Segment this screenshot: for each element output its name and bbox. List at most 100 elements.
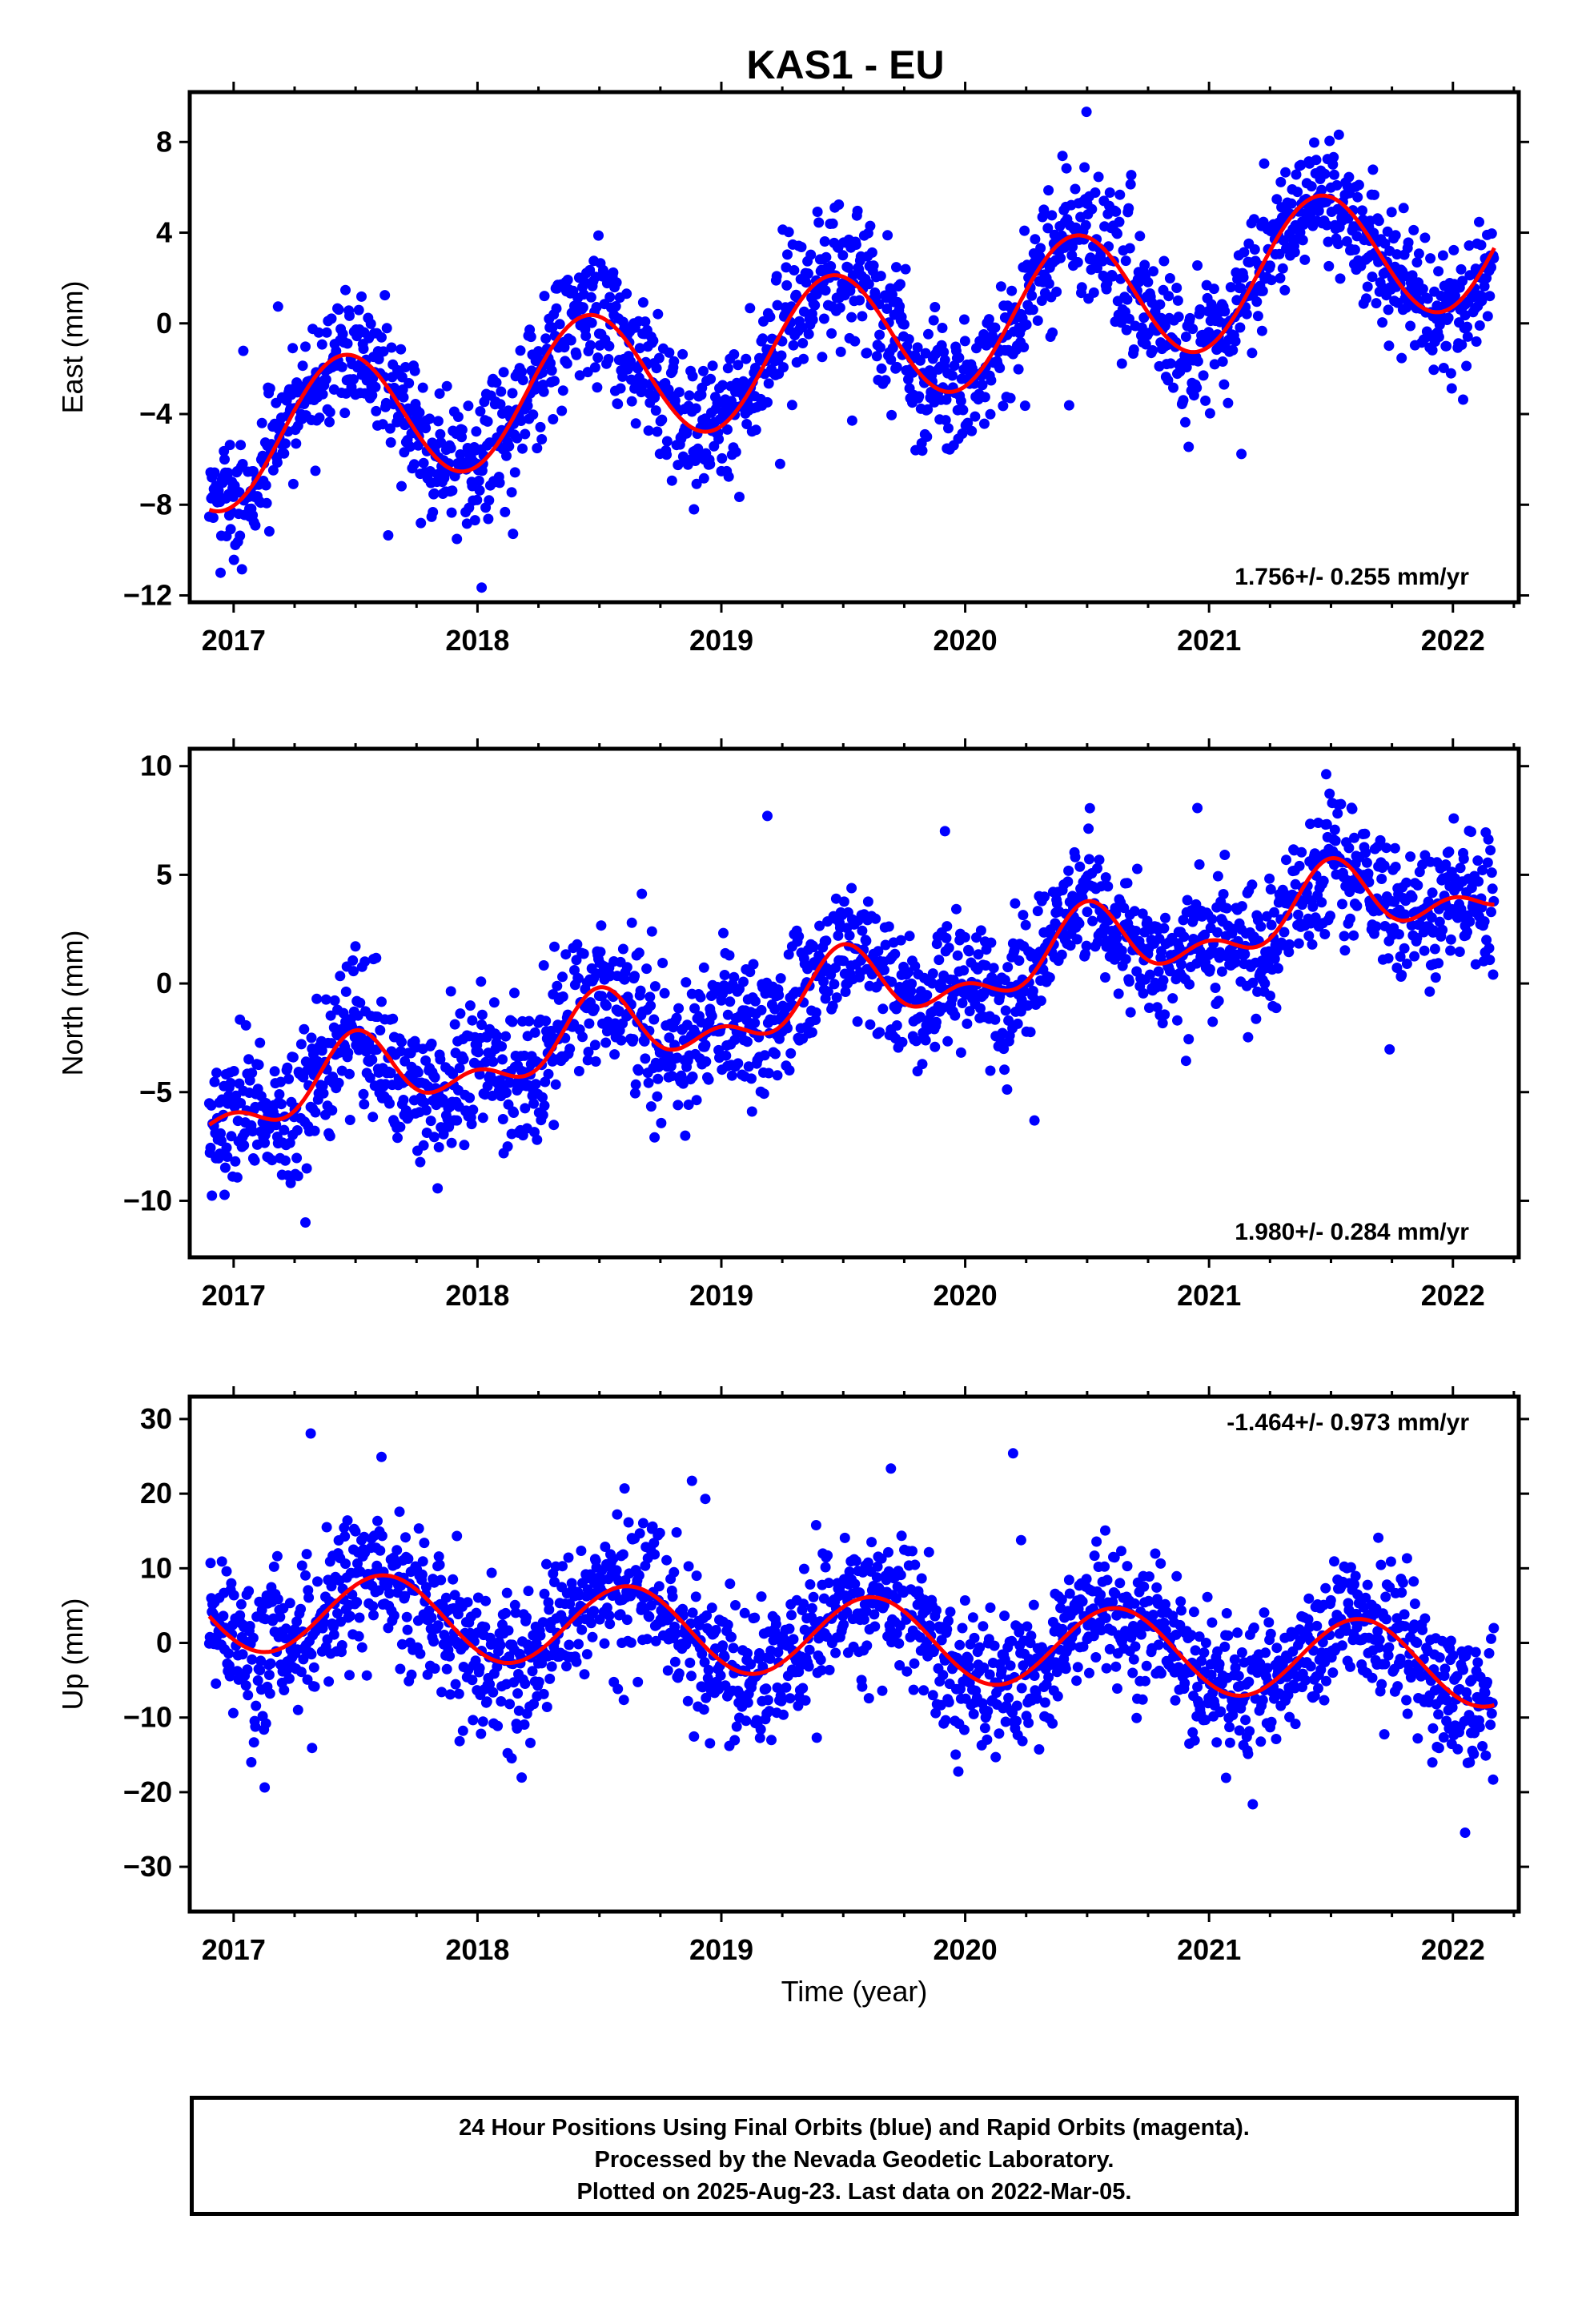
data-point	[1283, 947, 1295, 958]
data-point	[1279, 927, 1290, 938]
data-point	[868, 260, 879, 271]
data-point	[1343, 171, 1355, 183]
data-point	[367, 1112, 379, 1123]
data-point	[988, 963, 999, 974]
data-point	[852, 205, 863, 216]
data-point	[381, 323, 392, 334]
x-tick-label: 2020	[934, 624, 998, 657]
data-point	[536, 1658, 548, 1669]
data-point	[247, 1126, 259, 1137]
data-point	[385, 437, 396, 448]
data-point	[350, 941, 361, 952]
data-point	[720, 1680, 731, 1691]
data-point	[717, 452, 728, 464]
data-point	[1417, 859, 1428, 870]
data-point	[765, 1653, 776, 1664]
data-point	[398, 392, 409, 403]
data-point	[733, 360, 744, 371]
data-point	[821, 251, 832, 263]
data-point	[1219, 379, 1230, 390]
data-point	[671, 1012, 682, 1023]
data-point	[802, 268, 813, 279]
data-point	[474, 1663, 485, 1674]
data-point	[909, 1559, 921, 1570]
data-point	[579, 276, 590, 287]
data-point	[296, 1560, 307, 1571]
data-point	[504, 440, 515, 452]
data-point	[1323, 236, 1334, 247]
data-point	[486, 1567, 497, 1578]
data-point	[379, 290, 391, 301]
data-point	[970, 411, 981, 422]
data-point	[1357, 205, 1367, 216]
data-point	[1269, 907, 1279, 918]
data-point	[943, 423, 954, 434]
data-point	[395, 1121, 406, 1132]
data-point	[656, 1117, 667, 1128]
data-point	[1373, 215, 1384, 227]
data-point	[630, 1079, 641, 1090]
data-point	[739, 1607, 750, 1618]
data-point	[617, 1549, 628, 1560]
data-point	[621, 288, 632, 300]
data-point	[782, 249, 793, 260]
data-point	[1399, 909, 1411, 920]
data-point	[525, 332, 536, 343]
data-point	[1046, 210, 1058, 221]
data-point	[301, 1549, 312, 1560]
data-point	[517, 443, 528, 454]
data-point	[291, 1152, 303, 1164]
data-point	[538, 1688, 549, 1699]
data-point	[1316, 184, 1327, 195]
data-point	[651, 363, 662, 374]
y-tick-label: −5	[139, 1076, 172, 1108]
data-point	[1056, 949, 1067, 960]
data-point	[1218, 889, 1229, 899]
data-point	[811, 1732, 822, 1743]
data-point	[1080, 948, 1090, 959]
data-point	[810, 1007, 821, 1018]
data-point	[831, 992, 842, 1003]
data-point	[1042, 223, 1054, 234]
data-point	[1204, 963, 1215, 975]
data-point	[1349, 832, 1359, 843]
data-point	[983, 314, 994, 325]
data-point	[367, 1601, 379, 1612]
data-point	[255, 1655, 267, 1667]
data-point	[1026, 290, 1038, 301]
data-point	[738, 976, 749, 987]
data-point	[625, 356, 636, 367]
data-point	[503, 1625, 514, 1636]
data-point	[772, 1682, 783, 1693]
data-point	[916, 1573, 927, 1584]
data-point	[806, 1027, 817, 1038]
data-point	[669, 1656, 681, 1667]
data-point	[1333, 239, 1343, 250]
data-point	[640, 316, 651, 328]
data-point	[656, 414, 668, 425]
data-point	[1464, 240, 1475, 251]
data-point	[850, 239, 861, 250]
data-point	[401, 1611, 412, 1622]
data-point	[1000, 1716, 1011, 1727]
data-point	[999, 975, 1010, 986]
data-point	[1047, 327, 1058, 338]
data-point	[1339, 931, 1350, 942]
data-point	[717, 380, 729, 391]
data-point	[690, 403, 701, 414]
data-point	[1000, 1005, 1011, 1016]
data-point	[615, 383, 626, 394]
data-point	[1265, 991, 1275, 1001]
data-point	[1083, 823, 1094, 834]
data-point	[837, 250, 849, 261]
data-point	[441, 1663, 452, 1675]
data-point	[810, 1520, 821, 1530]
data-point	[1168, 382, 1178, 393]
data-point	[298, 1654, 309, 1665]
data-point	[415, 1156, 426, 1168]
data-point	[784, 1065, 795, 1076]
data-point	[376, 1451, 387, 1462]
data-point	[706, 1602, 717, 1614]
data-point	[813, 217, 825, 228]
